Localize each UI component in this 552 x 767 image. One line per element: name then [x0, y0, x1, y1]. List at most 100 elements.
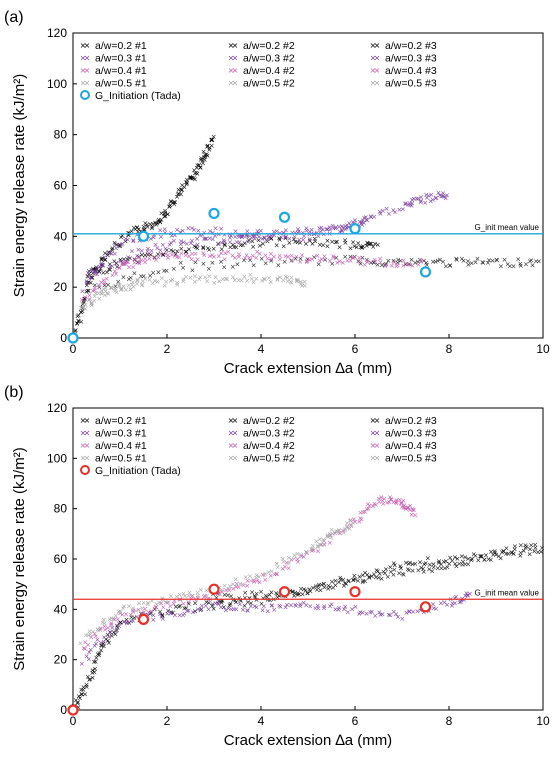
- data-point: ×: [302, 278, 308, 286]
- data-point: ×: [415, 195, 421, 203]
- data-point: ×: [165, 210, 171, 218]
- data-point: ×: [398, 500, 404, 508]
- data-point: ×: [486, 555, 492, 563]
- data-point: ×: [444, 601, 450, 609]
- legend-marker: ×: [370, 441, 377, 450]
- data-point: ×: [343, 580, 349, 588]
- data-point: ×: [90, 269, 96, 277]
- data-point: ×: [252, 232, 258, 240]
- data-point: ×: [473, 259, 479, 267]
- data-point: ×: [109, 245, 115, 253]
- data-point: ×: [391, 608, 397, 616]
- data-point: ×: [376, 498, 382, 506]
- data-point: ×: [261, 275, 267, 283]
- data-point: ×: [198, 606, 204, 614]
- data-point: ×: [387, 494, 393, 502]
- data-point: ×: [425, 555, 431, 563]
- data-point: ×: [403, 260, 409, 268]
- data-point: ×: [488, 556, 494, 564]
- data-point: ×: [249, 234, 255, 242]
- data-point: ×: [89, 274, 95, 282]
- data-point: ×: [409, 256, 415, 264]
- data-point: ×: [502, 256, 508, 264]
- data-point: ×: [107, 249, 113, 257]
- data-point: ×: [308, 587, 314, 595]
- data-point: ×: [139, 281, 145, 289]
- data-point: ×: [403, 559, 409, 567]
- data-point: ×: [116, 619, 122, 627]
- data-point: ×: [206, 272, 212, 280]
- data-point: ×: [296, 228, 302, 236]
- data-point: ×: [446, 560, 452, 568]
- data-point: ×: [452, 594, 458, 602]
- y-tick-label: 120: [47, 401, 67, 415]
- data-point: ×: [380, 500, 386, 508]
- data-point: ×: [163, 250, 169, 258]
- data-point: ×: [126, 263, 132, 271]
- data-point: ×: [402, 502, 408, 510]
- data-point: ×: [210, 235, 216, 243]
- data-point: ×: [152, 254, 158, 262]
- data-point: ×: [317, 228, 323, 236]
- data-point: ×: [98, 261, 104, 269]
- data-point: ×: [141, 599, 147, 607]
- data-point: ×: [292, 601, 298, 609]
- data-point: ×: [76, 312, 82, 320]
- data-point: ×: [125, 258, 131, 266]
- data-point: ×: [158, 250, 164, 258]
- data-point: ×: [226, 586, 232, 594]
- data-point: ×: [201, 252, 207, 260]
- data-point: ×: [75, 698, 81, 706]
- data-point: ×: [252, 602, 258, 610]
- data-point: ×: [177, 596, 183, 604]
- legend-marker: ×: [232, 416, 239, 425]
- data-point: ×: [273, 589, 279, 597]
- data-point: ×: [178, 240, 184, 248]
- data-point: ×: [164, 247, 170, 255]
- data-point: ×: [317, 541, 323, 549]
- data-point: ×: [152, 606, 158, 614]
- data-point: ×: [227, 600, 233, 608]
- legend-marker: ×: [228, 429, 235, 438]
- data-point: ×: [280, 565, 286, 573]
- data-point: ×: [207, 235, 213, 243]
- data-point: ×: [197, 273, 203, 281]
- data-point: ×: [132, 259, 138, 267]
- data-point: ×: [132, 256, 138, 264]
- data-point: ×: [356, 610, 362, 618]
- data-point: ×: [438, 564, 444, 572]
- data-point: ×: [153, 221, 159, 229]
- data-point: ×: [85, 631, 91, 639]
- data-point: ×: [216, 252, 222, 260]
- data-point: ×: [211, 133, 217, 141]
- data-point: ×: [176, 186, 182, 194]
- data-point: ×: [194, 164, 200, 172]
- data-point: ×: [264, 238, 270, 246]
- data-point: ×: [183, 273, 189, 281]
- data-point: ×: [103, 287, 109, 295]
- data-point: ×: [83, 305, 89, 313]
- data-point: ×: [87, 627, 93, 635]
- data-point: ×: [213, 600, 219, 608]
- legend-label: a/w=0.2 #2: [243, 40, 295, 52]
- data-point: ×: [212, 232, 218, 240]
- data-point: ×: [162, 282, 168, 290]
- data-point: ×: [230, 274, 236, 282]
- data-point: ×: [309, 547, 315, 555]
- legend-marker: ×: [370, 79, 377, 88]
- data-point: ×: [380, 497, 386, 505]
- data-point: ×: [251, 278, 257, 286]
- data-point: ×: [192, 169, 198, 177]
- data-point: ×: [378, 611, 384, 619]
- data-point: ×: [109, 250, 115, 258]
- data-point: ×: [423, 259, 429, 267]
- data-point: ×: [189, 255, 195, 263]
- data-point: ×: [315, 233, 321, 241]
- data-point: ×: [148, 609, 154, 617]
- data-point: ×: [227, 238, 233, 246]
- data-point: ×: [511, 263, 517, 271]
- data-point: ×: [321, 604, 327, 612]
- data-point: ×: [168, 593, 174, 601]
- data-point: ×: [86, 287, 92, 295]
- data-point: ×: [377, 570, 383, 578]
